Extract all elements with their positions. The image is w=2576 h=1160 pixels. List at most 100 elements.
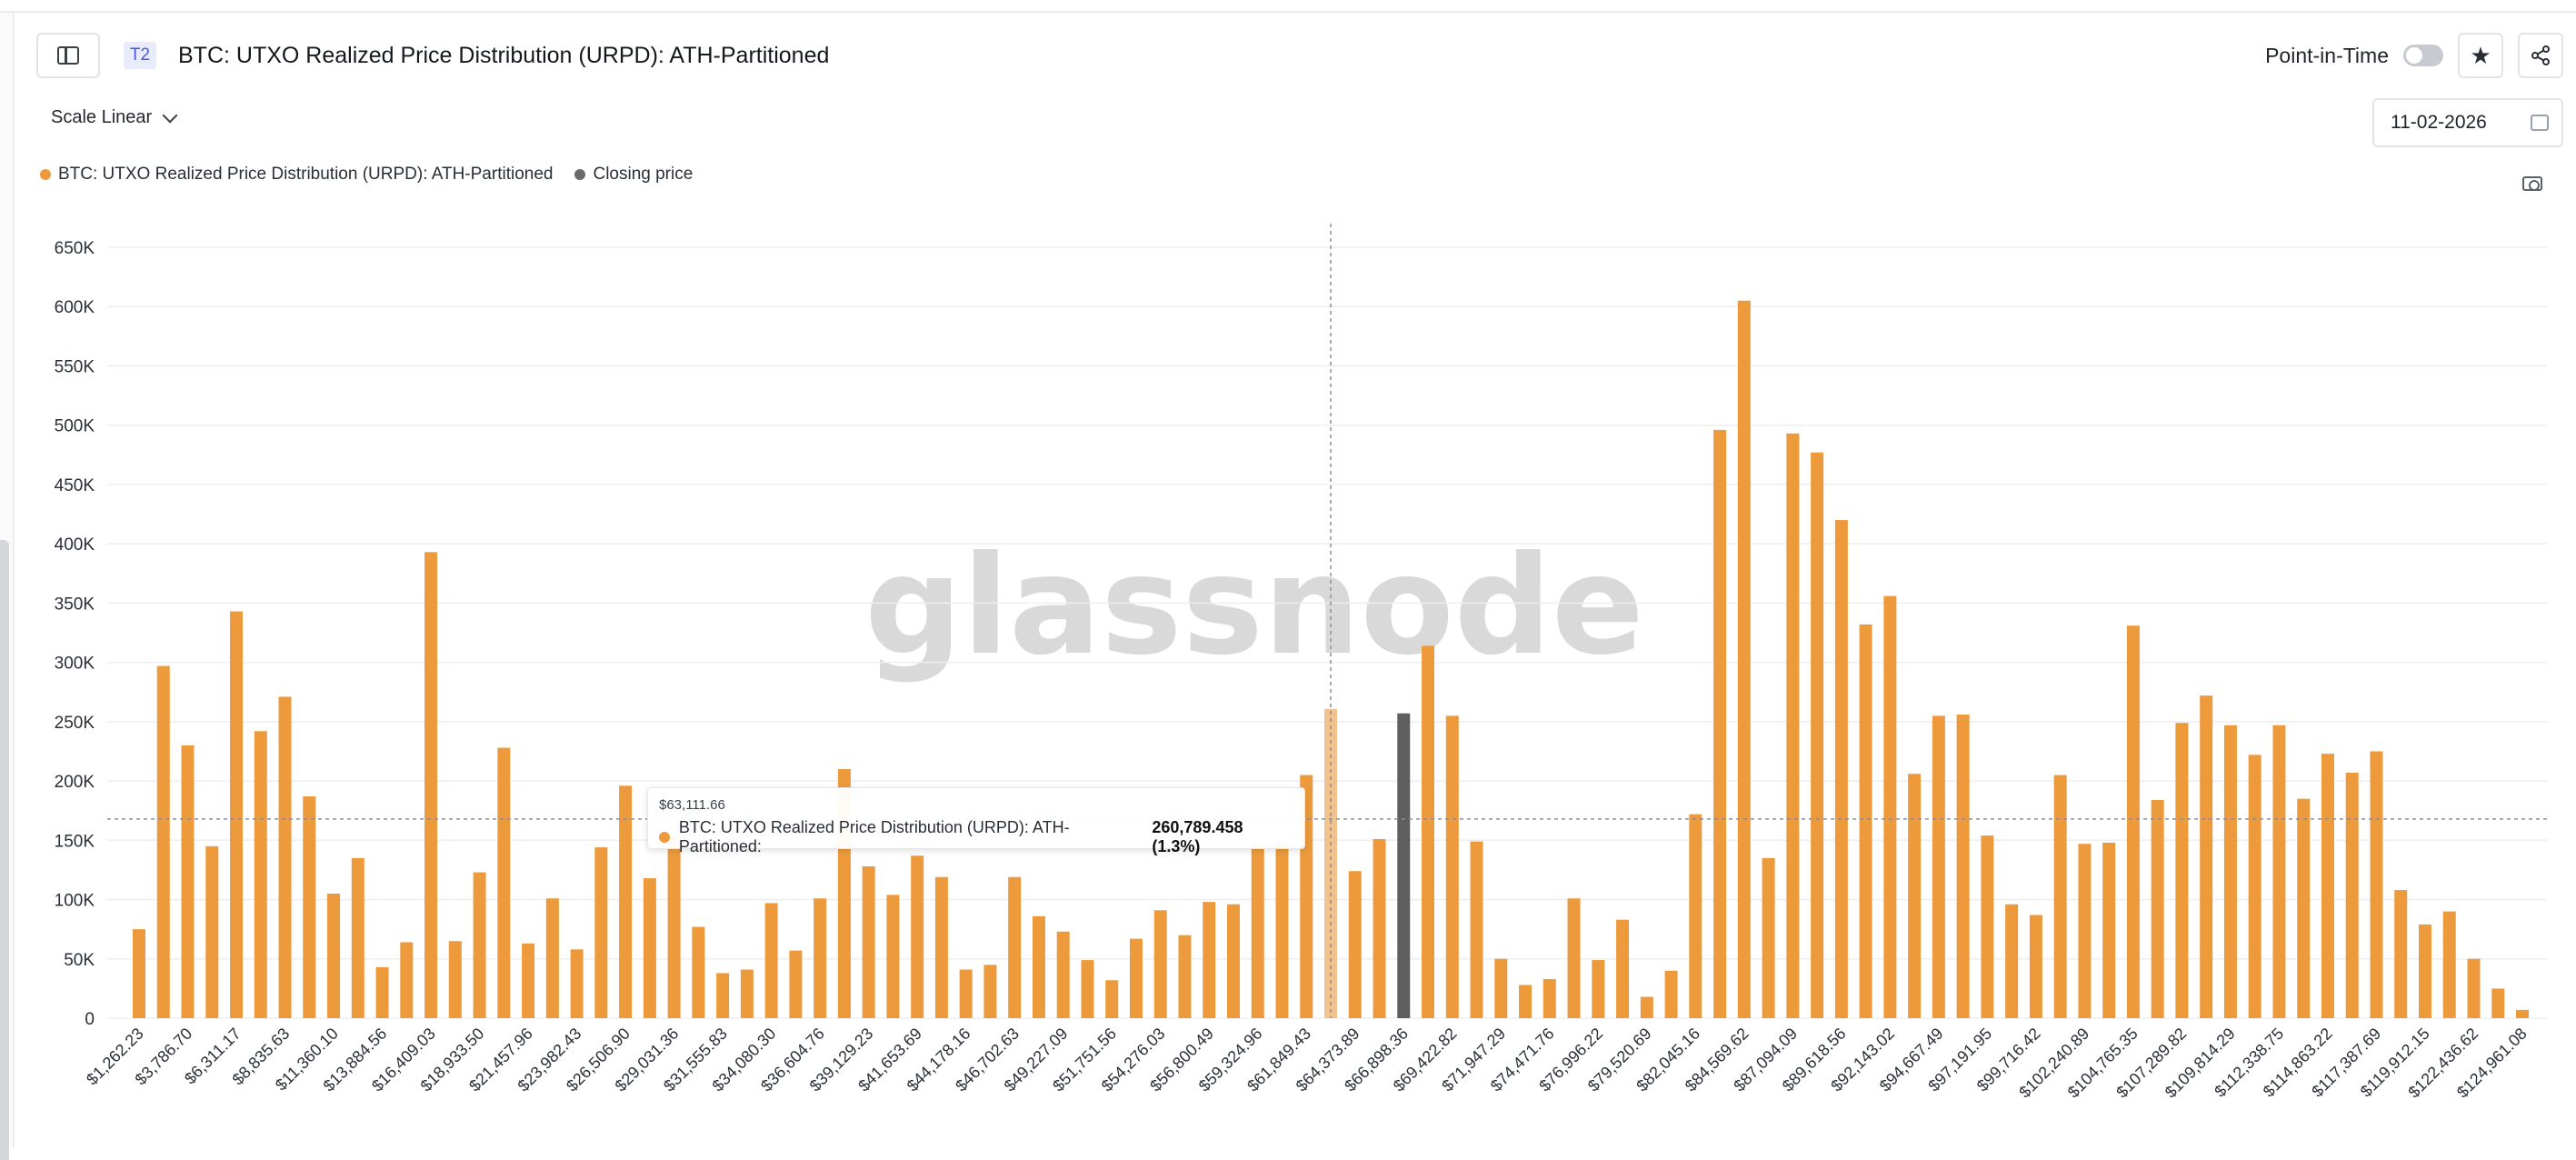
bar	[1153, 910, 1167, 1018]
bar	[2053, 775, 2067, 1018]
bar	[327, 894, 341, 1018]
bar	[2200, 695, 2213, 1018]
bar	[1251, 845, 1264, 1018]
bar	[1494, 958, 1508, 1018]
bar	[1786, 433, 1800, 1019]
bar	[303, 796, 316, 1018]
legend-item-urpd[interactable]: BTC: UTXO Realized Price Distribution (U…	[40, 165, 553, 185]
bar	[545, 898, 559, 1018]
bar	[1908, 774, 1922, 1018]
legend-item-closing-price[interactable]: Closing price	[574, 165, 693, 185]
legend-dot-urpd	[40, 169, 51, 180]
bar	[1834, 520, 1848, 1018]
bar	[2467, 958, 2481, 1018]
bar	[205, 845, 219, 1018]
bar	[643, 878, 656, 1018]
chart-tooltip: $63,111.66 BTC: UTXO Realized Price Dist…	[647, 787, 1305, 855]
bar	[1981, 835, 1994, 1018]
y-tick-label: 650K	[55, 239, 95, 258]
share-button[interactable]	[2518, 33, 2563, 78]
y-tick-label: 250K	[55, 714, 95, 733]
bar	[862, 866, 875, 1018]
top-border	[0, 0, 2576, 13]
bar	[2151, 799, 2164, 1018]
bar	[1203, 902, 1216, 1018]
bar	[1470, 841, 1483, 1018]
bar	[814, 898, 827, 1018]
bar	[2005, 904, 2019, 1018]
bar	[667, 837, 681, 1018]
bar	[619, 785, 633, 1018]
toggle-sidebar-button[interactable]	[36, 33, 100, 78]
bar	[1519, 985, 1533, 1018]
bar	[1762, 857, 1775, 1018]
tooltip-value: 260,789.458 (1.3%)	[1152, 818, 1243, 855]
bar	[2370, 751, 2383, 1018]
bar	[2029, 915, 2042, 1018]
bar	[2345, 772, 2359, 1018]
bar	[1226, 904, 1240, 1018]
bar	[692, 926, 705, 1018]
bar	[1956, 715, 1970, 1018]
bar	[764, 903, 778, 1018]
bar	[2102, 842, 2116, 1018]
bar	[1178, 935, 1192, 1018]
bar	[448, 941, 462, 1018]
bar	[570, 949, 584, 1018]
bar	[1056, 931, 1070, 1018]
scale-dropdown[interactable]: Scale Linear	[51, 107, 178, 128]
chart-header: T2 BTC: UTXO Realized Price Distribution…	[36, 33, 2563, 78]
camera-icon	[2522, 176, 2542, 191]
bar	[1008, 876, 1022, 1018]
scrollbar-thumb[interactable]	[0, 540, 9, 1160]
y-tick-label: 0	[85, 1010, 95, 1029]
bar	[424, 552, 438, 1018]
tooltip-dot	[659, 832, 670, 843]
point-in-time-label: Point-in-Time	[2265, 43, 2389, 67]
bar	[2491, 988, 2505, 1018]
bar	[400, 942, 414, 1018]
bar	[934, 876, 948, 1018]
date-picker[interactable]: 11-02-2026	[2372, 98, 2563, 147]
header-actions: Point-in-Time ★	[2265, 33, 2563, 78]
bar	[959, 969, 973, 1018]
bar	[2223, 725, 2237, 1018]
screenshot-button[interactable]	[2518, 169, 2547, 198]
bar	[1689, 814, 1702, 1018]
left-scroll-strip[interactable]	[0, 13, 15, 1160]
bar	[2272, 725, 2286, 1018]
bar	[2248, 755, 2261, 1018]
bar	[740, 969, 754, 1018]
date-value: 11-02-2026	[2391, 112, 2487, 133]
y-tick-label: 600K	[55, 298, 95, 317]
bar	[1324, 708, 1337, 1018]
bar	[1713, 429, 1727, 1018]
bar	[2297, 798, 2311, 1018]
y-tick-label: 400K	[55, 535, 95, 555]
bar	[1105, 980, 1119, 1018]
bar	[1567, 898, 1581, 1018]
bar	[1373, 839, 1386, 1018]
bar	[1422, 645, 1435, 1018]
bar	[156, 665, 170, 1018]
y-tick-label: 100K	[55, 892, 95, 911]
bar	[2078, 844, 2092, 1018]
bar	[1592, 960, 1605, 1018]
tooltip-series: BTC: UTXO Realized Price Distribution (U…	[678, 818, 1070, 855]
bar	[1859, 624, 1872, 1018]
point-in-time-toggle[interactable]	[2403, 45, 2443, 66]
bar	[716, 973, 730, 1018]
bar	[133, 929, 145, 1018]
bar	[1640, 996, 1653, 1018]
y-tick-label: 200K	[55, 773, 95, 792]
y-tick-label: 50K	[64, 951, 95, 970]
tooltip-row: BTC: UTXO Realized Price Distribution (U…	[659, 818, 1293, 856]
bar	[181, 745, 195, 1018]
bar	[254, 731, 267, 1018]
bar	[2394, 890, 2408, 1018]
bar	[351, 857, 364, 1018]
y-tick-label: 350K	[55, 595, 95, 614]
favorite-button[interactable]: ★	[2458, 33, 2503, 78]
bar	[911, 855, 924, 1018]
bar	[1737, 300, 1751, 1018]
